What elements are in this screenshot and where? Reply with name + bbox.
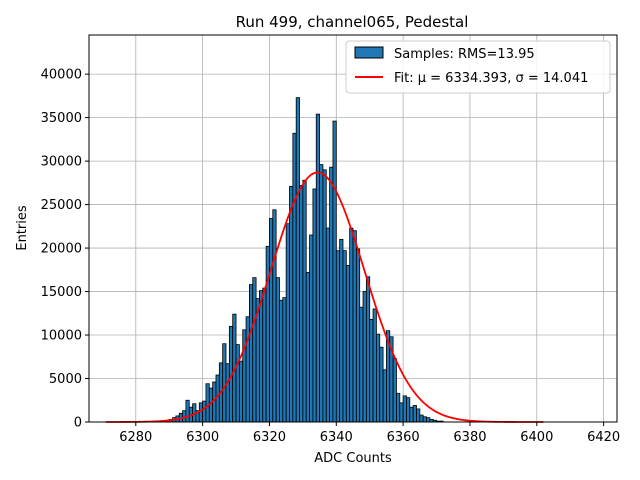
legend-histogram-swatch bbox=[354, 46, 384, 59]
histogram-bar bbox=[369, 318, 374, 423]
chart-title: Run 499, channel065, Pedestal bbox=[236, 13, 469, 31]
x-tick-label: 6420 bbox=[587, 430, 620, 445]
histogram-bar bbox=[252, 277, 257, 423]
plot-frame bbox=[88, 34, 618, 423]
x-tick-label: 6280 bbox=[119, 430, 152, 445]
x-tick-label: 6300 bbox=[186, 430, 219, 445]
histogram-bar bbox=[422, 416, 427, 423]
histogram-bar bbox=[198, 402, 204, 423]
histogram-bar bbox=[335, 250, 341, 423]
histogram-bar bbox=[375, 333, 381, 423]
histogram-bar bbox=[282, 297, 287, 423]
histogram-bar bbox=[245, 316, 250, 423]
y-tick-label: 15000 bbox=[41, 285, 82, 300]
histogram-bar bbox=[285, 223, 290, 423]
histogram-bar bbox=[259, 290, 264, 423]
histogram-bar bbox=[345, 265, 351, 423]
fit-curve-layer bbox=[105, 171, 544, 423]
y-axis-ticks: 0 5000 10000 15000 20000 25000 30000 35000 40000 bbox=[41, 68, 89, 431]
histogram-bar bbox=[238, 360, 244, 423]
legend: Samples: RMS=13.95 Fit: μ = 6334.393, σ … bbox=[345, 40, 611, 94]
x-tick-label: 6340 bbox=[320, 430, 353, 445]
histogram-bar bbox=[295, 97, 300, 423]
histogram-bar bbox=[235, 344, 240, 423]
histogram-bar bbox=[275, 277, 280, 423]
histogram-bar bbox=[265, 245, 270, 423]
histogram-bar bbox=[362, 291, 367, 423]
histogram-bar bbox=[309, 234, 314, 423]
histogram-bar bbox=[329, 166, 334, 423]
histogram-bar bbox=[325, 227, 331, 423]
histogram-bar bbox=[355, 248, 361, 423]
histogram-bar bbox=[392, 358, 397, 423]
histogram-bar bbox=[399, 402, 404, 423]
histogram-bar bbox=[312, 188, 317, 423]
histogram-bar bbox=[225, 363, 230, 423]
y-axis-label: Entries bbox=[15, 205, 30, 251]
histogram-bar bbox=[352, 230, 357, 423]
histogram-bar bbox=[262, 287, 267, 423]
y-tick-label: 40000 bbox=[41, 68, 82, 83]
histogram-bar bbox=[416, 408, 421, 423]
histogram-bar bbox=[289, 185, 294, 423]
y-tick-label: 10000 bbox=[41, 329, 82, 344]
x-tick-label: 6400 bbox=[520, 430, 553, 445]
histogram-bar bbox=[185, 399, 190, 423]
histogram-bar bbox=[269, 218, 274, 423]
histogram-bar bbox=[359, 306, 364, 423]
legend-fit-label: Fit: μ = 6334.393, σ = 14.041 bbox=[394, 71, 588, 86]
histogram-bar bbox=[402, 395, 407, 423]
y-tick-label: 20000 bbox=[41, 242, 82, 257]
histogram-bar bbox=[315, 113, 320, 423]
histogram-bar bbox=[406, 397, 411, 423]
histogram-bar bbox=[322, 169, 327, 423]
histogram-bar bbox=[292, 132, 297, 423]
x-tick-label: 6380 bbox=[453, 430, 486, 445]
y-tick-label: 35000 bbox=[41, 111, 82, 126]
histogram-bar bbox=[222, 343, 227, 423]
histogram-bar bbox=[205, 383, 210, 423]
histogram-bar bbox=[279, 299, 284, 423]
x-axis-ticks: 6280 6300 6320 6340 6360 6380 6400 6420 bbox=[119, 422, 620, 445]
x-tick-label: 6360 bbox=[387, 430, 420, 445]
histogram-bar bbox=[339, 238, 344, 423]
histogram-bar bbox=[349, 227, 354, 423]
fit-curve bbox=[105, 171, 544, 423]
histogram-bar bbox=[302, 179, 307, 423]
histogram-bar bbox=[319, 164, 324, 423]
x-tick-label: 6320 bbox=[253, 430, 286, 445]
histogram-bar bbox=[249, 284, 254, 423]
histogram-bar bbox=[426, 417, 431, 423]
histogram-bar bbox=[202, 400, 207, 423]
histogram-bar bbox=[382, 369, 387, 423]
legend-box bbox=[345, 40, 611, 94]
histogram-bar bbox=[412, 405, 417, 423]
legend-histogram-label: Samples: RMS=13.95 bbox=[394, 47, 535, 62]
histogram-bar bbox=[299, 185, 304, 423]
y-tick-label: 5000 bbox=[49, 372, 82, 387]
histogram-bar bbox=[419, 414, 424, 423]
histogram-bar bbox=[396, 392, 401, 423]
histogram-bar bbox=[272, 209, 277, 423]
histogram-bar bbox=[409, 406, 414, 423]
histogram-bar bbox=[332, 120, 337, 423]
y-tick-label: 0 bbox=[74, 416, 82, 431]
histogram-bar bbox=[305, 272, 310, 423]
histogram-bar bbox=[379, 346, 384, 423]
y-tick-label: 30000 bbox=[41, 155, 82, 170]
histogram-bar bbox=[372, 308, 377, 423]
histogram-bar bbox=[342, 250, 347, 423]
y-tick-label: 25000 bbox=[41, 198, 82, 213]
x-axis-label: ADC Counts bbox=[314, 451, 392, 466]
histogram-bar bbox=[365, 276, 371, 423]
